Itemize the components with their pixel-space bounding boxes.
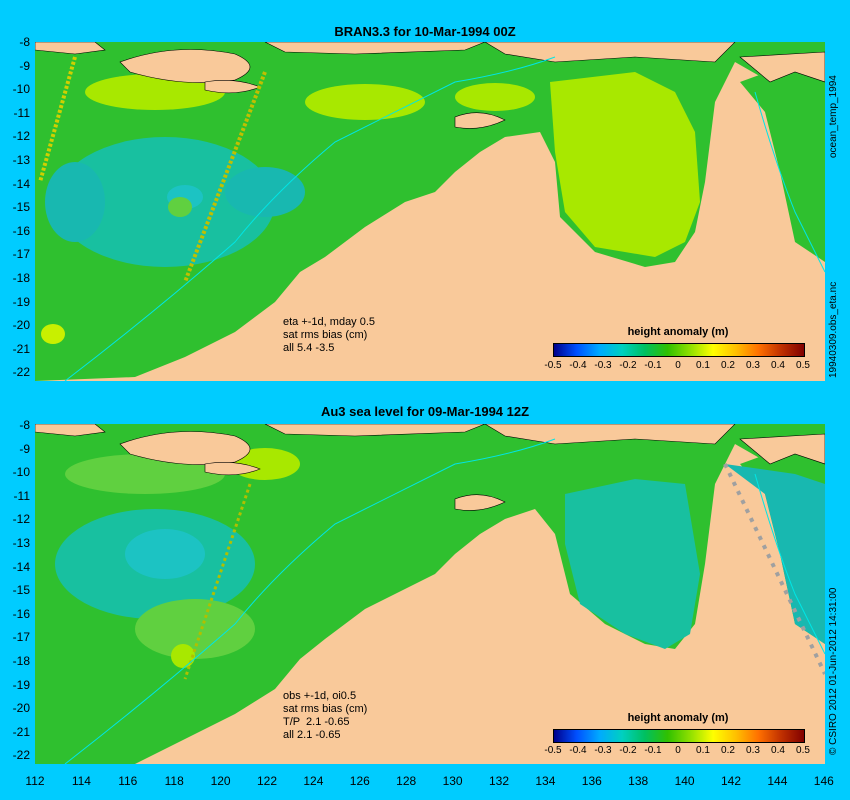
colorbar-tick: 0.2: [721, 745, 735, 756]
top-lat-tick: -12: [12, 129, 30, 144]
bottom-lat-tick: -18: [12, 654, 30, 668]
bottom-lat-tick: -8: [19, 418, 30, 432]
top-stats-note: eta +-1d, mday 0.5 sat rms bias (cm) all…: [283, 316, 376, 354]
colorbar-tick: -0.5: [544, 360, 562, 371]
lon-tick: 144: [767, 774, 788, 788]
colorbar-tick: -0.2: [619, 745, 637, 756]
bottom-lat-tick: -13: [12, 536, 30, 550]
top-lat-tick: -19: [12, 294, 30, 309]
colorbar-tick: 0.2: [721, 360, 735, 371]
source-file-label: ocean_temp_1994: [828, 75, 839, 158]
top-lat-tick: -10: [12, 82, 30, 97]
top-lat-tick: -17: [12, 247, 30, 262]
bottom-lat-tick: -20: [12, 701, 30, 716]
bottom-lat-tick: -11: [13, 488, 30, 503]
top-lat-tick: -14: [12, 176, 30, 191]
bottom-lat-tick: -9: [19, 441, 30, 456]
colorbar-tick: -0.2: [619, 360, 637, 371]
bottom-lat-tick: -10: [12, 465, 30, 480]
top-map-title: BRAN3.3 for 10-Mar-1994 00Z: [334, 24, 516, 39]
colorbar-tick: 0.3: [746, 360, 760, 371]
top-lat-tick: -22: [12, 365, 30, 380]
bottom-lat-tick: -19: [12, 677, 30, 692]
lon-tick: 122: [256, 774, 278, 788]
lon-tick: 138: [628, 774, 649, 788]
top-lat-tick: -20: [12, 318, 30, 333]
top-colorbar: [553, 343, 805, 357]
lon-tick: 128: [396, 774, 417, 788]
colorbar-tick: 0.1: [696, 360, 710, 371]
bottom-stats-note: obs +-1d, oi0.5 sat rms bias (cm) T/P 2.…: [283, 690, 368, 741]
colorbar-tick: -0.3: [594, 360, 612, 371]
colorbar-tick: -0.5: [544, 745, 562, 756]
top-colorbar-title: height anomaly (m): [627, 326, 729, 338]
bottom-lat-tick: -16: [12, 606, 30, 621]
lon-tick: 136: [581, 774, 602, 788]
copyright-label: © CSIRO 2012 01-Jun-2012 14:31:00: [828, 587, 839, 755]
lon-tick: 142: [720, 774, 742, 788]
top-lat-tick: -11: [13, 105, 30, 120]
bottom-map-title: Au3 sea level for 09-Mar-1994 12Z: [320, 404, 530, 419]
top-lat-tick: -15: [12, 200, 30, 215]
colorbar-tick: 0: [675, 360, 681, 371]
top-lat-tick: -16: [12, 223, 30, 238]
lon-tick: 114: [71, 774, 91, 788]
bottom-colorbar-title: height anomaly (m): [627, 712, 729, 724]
lon-tick: 140: [674, 774, 695, 788]
bottom-lat-tick: -14: [12, 559, 30, 574]
colorbar-tick: 0: [675, 745, 681, 756]
top-lat-tick: -21: [12, 341, 30, 356]
colorbar-tick: -0.4: [569, 745, 587, 756]
lon-tick: 130: [442, 774, 463, 788]
top-lat-tick: -13: [12, 153, 30, 167]
colorbar-tick: -0.1: [644, 360, 662, 371]
bottom-lat-tick: -12: [12, 512, 30, 527]
colorbar-tick: -0.3: [594, 745, 612, 756]
bottom-lat-tick: -22: [12, 748, 30, 763]
colorbar-tick: 0.3: [746, 745, 760, 756]
top-map-panel: [35, 42, 825, 381]
lon-tick: 124: [303, 774, 324, 788]
lon-tick: 126: [349, 774, 370, 788]
colorbar-tick: -0.4: [569, 360, 587, 371]
lon-tick: 112: [25, 774, 45, 788]
bottom-lat-tick: -21: [12, 724, 30, 739]
colorbar-tick: 0.4: [771, 360, 785, 371]
colorbar-tick: 0.1: [696, 745, 710, 756]
colorbar-tick: 0.4: [771, 745, 785, 756]
lon-tick: 134: [535, 774, 556, 788]
obs-file-label: 19940309.obs_eta.nc: [828, 281, 839, 378]
bottom-lat-tick: -15: [12, 583, 30, 598]
colorbar-tick: -0.1: [644, 745, 662, 756]
bottom-lat-tick: -17: [12, 630, 30, 645]
bottom-colorbar: [553, 729, 805, 743]
lon-tick: 146: [813, 774, 834, 788]
lon-tick: 116: [118, 774, 138, 788]
top-lat-tick: -18: [12, 271, 30, 285]
colorbar-tick: 0.5: [796, 745, 810, 756]
lon-tick: 118: [164, 774, 184, 788]
top-lat-tick: -8: [19, 35, 30, 49]
colorbar-tick: 0.5: [796, 360, 810, 371]
bottom-map-panel: [35, 424, 825, 764]
lon-tick: 132: [488, 774, 510, 788]
top-lat-tick: -9: [19, 58, 30, 73]
lon-tick: 120: [210, 774, 231, 788]
